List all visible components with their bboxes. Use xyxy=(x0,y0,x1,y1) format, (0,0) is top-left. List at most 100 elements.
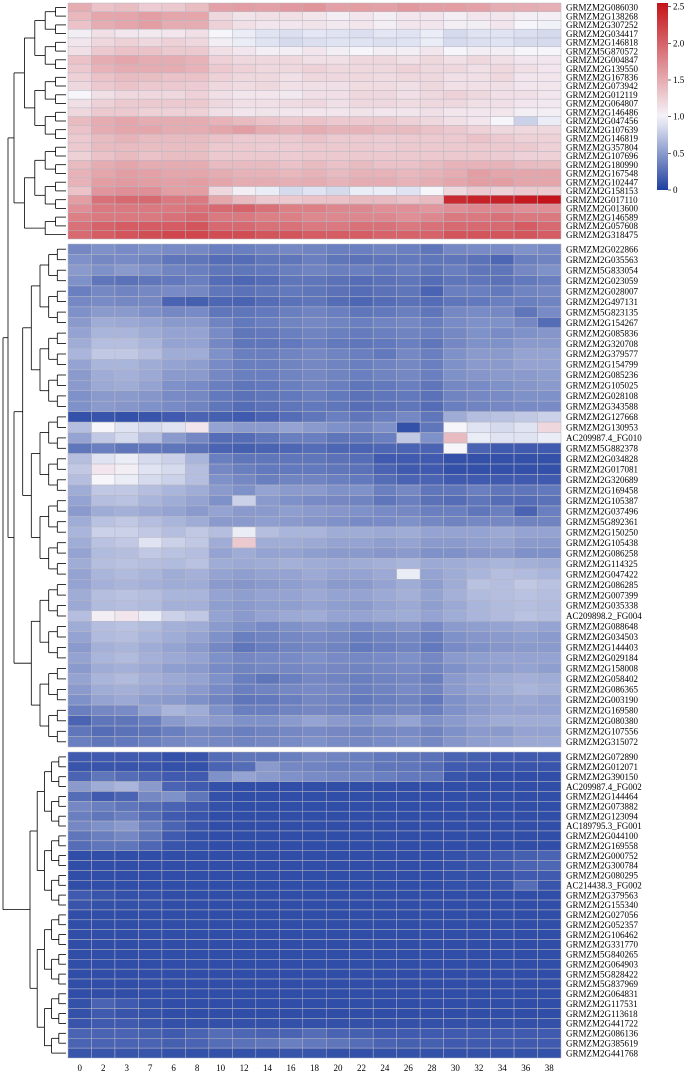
heatmap-cell xyxy=(396,579,421,591)
heatmap-cell xyxy=(349,939,374,950)
heatmap-cell xyxy=(279,125,304,135)
heatmap-cell xyxy=(513,939,538,950)
heatmap-cell xyxy=(232,411,257,423)
heatmap-cell xyxy=(208,899,233,911)
heatmap-cell xyxy=(185,81,210,91)
heatmap-cell xyxy=(349,547,374,559)
heatmap-cell xyxy=(255,474,280,486)
heatmap-cell xyxy=(255,505,280,517)
heatmap-cell xyxy=(232,781,257,792)
heatmap-cell xyxy=(513,1028,538,1039)
heatmap-cell xyxy=(349,28,374,39)
heatmap-cell xyxy=(138,949,163,960)
heatmap-cell xyxy=(67,177,92,187)
gene-label: GRMZM2G167548 xyxy=(566,169,639,179)
heatmap-cell xyxy=(161,212,186,222)
heatmap-cell xyxy=(490,600,515,612)
heatmap-cell xyxy=(67,463,92,475)
heatmap-cell xyxy=(138,694,163,706)
heatmap-cell xyxy=(208,11,233,21)
heatmap-cell xyxy=(513,830,538,842)
heatmap-cell xyxy=(537,704,562,716)
heatmap-cell xyxy=(302,988,327,1000)
heatmap-cell xyxy=(513,662,538,674)
heatmap-cell xyxy=(466,801,491,812)
heatmap-cell xyxy=(372,673,397,685)
heatmap-cell xyxy=(67,2,92,12)
heatmap-cell xyxy=(466,968,491,980)
heatmap-cell xyxy=(302,107,327,117)
heatmap-cell xyxy=(185,880,210,891)
heatmap-cell xyxy=(232,889,257,901)
heatmap-cell xyxy=(185,411,210,423)
heatmap-cell xyxy=(255,899,280,911)
heatmap-cell xyxy=(325,133,350,144)
heatmap-cell xyxy=(349,1038,374,1049)
heatmap-cell xyxy=(255,673,280,685)
heatmap-cell xyxy=(443,810,468,822)
heatmap-cell xyxy=(255,610,280,622)
heatmap-cell xyxy=(513,243,538,255)
heatmap-cell xyxy=(255,860,280,871)
heatmap-cell xyxy=(466,537,491,549)
heatmap-cell xyxy=(161,1047,186,1059)
heatmap-cell xyxy=(208,909,233,921)
heatmap-cell xyxy=(513,453,538,465)
heatmap-cell xyxy=(67,988,92,1000)
heatmap-cell xyxy=(279,694,304,706)
heatmap-cell xyxy=(279,683,304,695)
heatmap-cell xyxy=(396,63,421,74)
heatmap-cell xyxy=(232,1038,257,1049)
heatmap-cell xyxy=(185,275,210,287)
heatmap-cell xyxy=(255,63,280,74)
gene-label: GRMZM2G343588 xyxy=(566,402,639,412)
colorbar-gradient xyxy=(657,3,668,190)
heatmap-cell xyxy=(490,1038,515,1049)
heatmap-cell xyxy=(91,683,116,695)
heatmap-cell xyxy=(255,830,280,842)
heatmap-cell xyxy=(349,432,374,444)
heatmap-cell xyxy=(232,264,257,276)
heatmap-cell xyxy=(255,600,280,612)
heatmap-cell xyxy=(349,840,374,851)
heatmap-cell xyxy=(372,98,397,109)
heatmap-cell xyxy=(161,254,186,266)
heatmap-cell xyxy=(67,929,92,940)
heatmap-cell xyxy=(114,195,139,205)
heatmap-cell xyxy=(396,453,421,465)
heatmap-cell xyxy=(513,810,538,822)
heatmap-cell xyxy=(255,1008,280,1019)
heatmap-cell xyxy=(91,411,116,423)
heatmap-cell xyxy=(372,978,397,990)
heatmap-cell xyxy=(67,484,92,496)
heatmap-cell xyxy=(513,285,538,297)
heatmap-cell xyxy=(490,11,515,21)
heatmap-cell xyxy=(185,390,210,402)
heatmap-cell xyxy=(138,579,163,591)
heatmap-cell xyxy=(372,369,397,381)
heatmap-cell xyxy=(419,107,444,117)
heatmap-cell xyxy=(255,526,280,538)
heatmap-cell xyxy=(208,72,233,82)
heatmap-cell xyxy=(91,704,116,716)
heatmap-cell xyxy=(443,359,468,370)
heatmap-cell xyxy=(537,296,562,308)
heatmap-cell xyxy=(255,186,280,196)
heatmap-cell xyxy=(255,151,280,161)
gene-label: GRMZM2G057608 xyxy=(566,221,639,231)
heatmap-cell xyxy=(490,20,515,30)
heatmap-cell xyxy=(91,899,116,911)
heatmap-cell xyxy=(114,736,139,748)
heatmap-cell xyxy=(114,411,139,423)
heatmap-cell xyxy=(325,142,350,152)
heatmap-cell xyxy=(232,683,257,695)
heatmap-cell xyxy=(138,98,163,109)
heatmap-cell xyxy=(208,81,233,91)
heatmap-cell xyxy=(255,369,280,381)
heatmap-cell xyxy=(91,673,116,685)
heatmap-cell xyxy=(138,820,163,832)
heatmap-cell xyxy=(138,72,163,82)
heatmap-cell xyxy=(161,20,186,30)
heatmap-cell xyxy=(396,600,421,612)
heatmap-cell xyxy=(396,998,421,1009)
